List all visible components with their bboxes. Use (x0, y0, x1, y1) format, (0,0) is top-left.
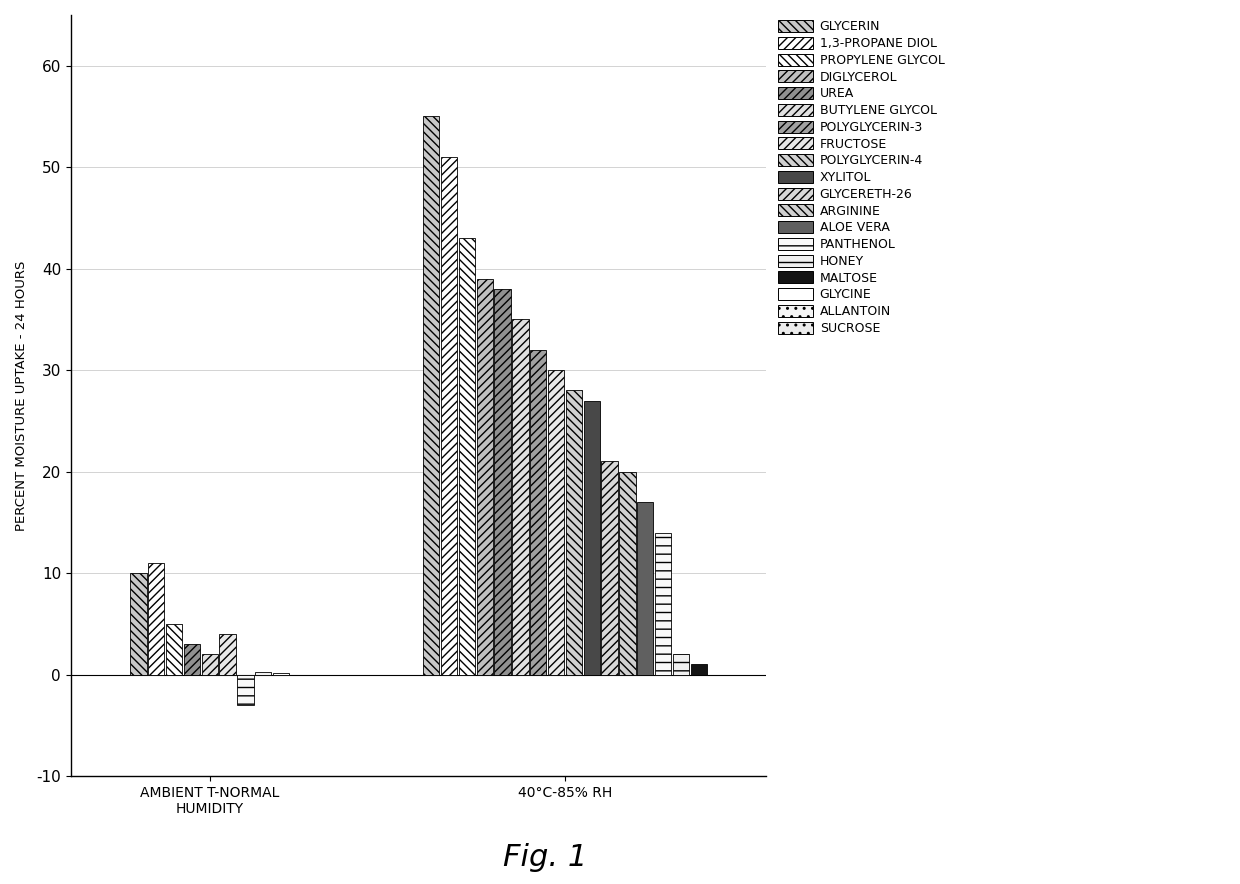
Bar (423, 117, 439, 674)
Bar (459, 238, 475, 674)
Bar (619, 472, 636, 674)
Bar (637, 502, 653, 674)
Bar (584, 400, 600, 674)
Bar (476, 278, 494, 674)
Bar (166, 624, 182, 674)
Bar (495, 289, 511, 674)
Bar (219, 634, 236, 674)
Bar (601, 461, 618, 674)
Bar (691, 665, 707, 674)
Y-axis label: PERCENT MOISTURE UPTAKE - 24 HOURS: PERCENT MOISTURE UPTAKE - 24 HOURS (15, 260, 29, 530)
Bar (202, 654, 218, 674)
Bar (273, 673, 289, 674)
Bar (512, 319, 528, 674)
Bar (184, 644, 200, 674)
Bar (148, 563, 165, 674)
Bar (655, 532, 671, 674)
Bar (565, 391, 582, 674)
Legend: GLYCERIN, 1,3-PROPANE DIOL, PROPYLENE GLYCOL, DIGLYCEROL, UREA, BUTYLENE GLYCOL,: GLYCERIN, 1,3-PROPANE DIOL, PROPYLENE GL… (774, 15, 950, 339)
Bar (531, 350, 547, 674)
Bar (673, 654, 689, 674)
Bar (255, 672, 272, 674)
Bar (548, 370, 564, 674)
Bar (130, 573, 146, 674)
Bar (441, 157, 458, 674)
Bar (237, 674, 254, 705)
Text: Fig. 1: Fig. 1 (503, 843, 588, 873)
